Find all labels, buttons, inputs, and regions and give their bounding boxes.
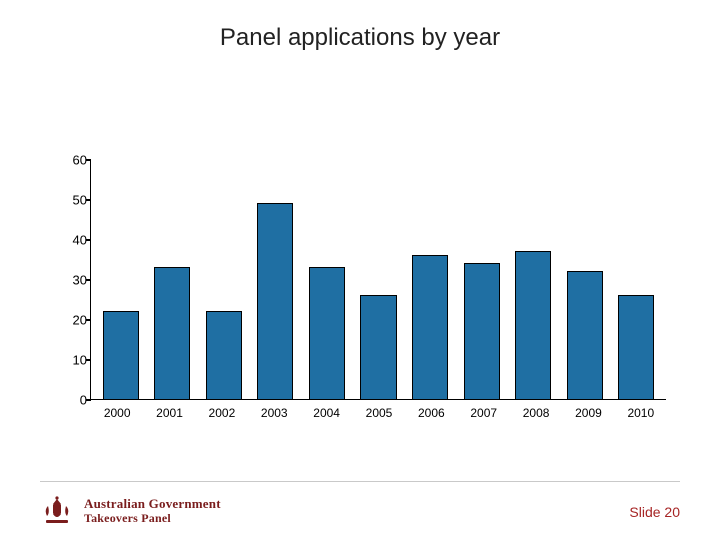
bar-slot [507, 160, 559, 399]
y-tick-label: 30 [63, 274, 87, 287]
bar [257, 203, 293, 399]
x-tick-label: 2008 [523, 406, 550, 420]
bar-slot [250, 160, 302, 399]
x-tick-label: 2005 [366, 406, 393, 420]
y-tick-label: 50 [63, 194, 87, 207]
bar [618, 295, 654, 399]
bar [309, 267, 345, 399]
bar-slot [198, 160, 250, 399]
y-tick-mark [86, 159, 91, 161]
bar-chart: 0102030405060200020012002200320042005200… [66, 160, 666, 420]
y-tick-label: 20 [63, 314, 87, 327]
bar-slot [95, 160, 147, 399]
chart-title: Panel applications by year [0, 24, 720, 52]
y-tick-label: 60 [63, 154, 87, 167]
bar [412, 255, 448, 399]
x-tick-label: 2002 [209, 406, 236, 420]
y-tick-label: 0 [63, 394, 87, 407]
y-tick-mark [86, 239, 91, 241]
x-tick-label: 2001 [156, 406, 183, 420]
footer-org-line1: Australian Government [84, 497, 221, 512]
slide: Panel applications by year 0102030405060… [0, 0, 720, 540]
x-tick-label: 2004 [313, 406, 340, 420]
bar [515, 251, 551, 399]
x-tick-label: 2009 [575, 406, 602, 420]
x-tick-label: 2006 [418, 406, 445, 420]
footer: Australian Government Takeovers Panel [40, 496, 221, 526]
y-tick-mark [86, 319, 91, 321]
y-tick-mark [86, 199, 91, 201]
bar [360, 295, 396, 399]
x-tick-label: 2003 [261, 406, 288, 420]
plot-area: 0102030405060200020012002200320042005200… [90, 160, 666, 400]
y-tick-label: 10 [63, 354, 87, 367]
bar-slot [559, 160, 611, 399]
y-tick-mark [86, 279, 91, 281]
footer-org: Australian Government Takeovers Panel [84, 497, 221, 526]
bar [567, 271, 603, 399]
bar [154, 267, 190, 399]
x-tick-label: 2010 [627, 406, 654, 420]
bar-slot [456, 160, 508, 399]
y-tick-mark [86, 399, 91, 401]
bar-slot [301, 160, 353, 399]
bar-slot [610, 160, 662, 399]
crest-icon [40, 496, 74, 526]
bar-slot [147, 160, 199, 399]
bar [206, 311, 242, 399]
slide-number: Slide 20 [629, 504, 680, 520]
y-tick-mark [86, 359, 91, 361]
bar [103, 311, 139, 399]
footer-divider [40, 481, 680, 482]
bar-slot [404, 160, 456, 399]
bars-container [91, 160, 666, 399]
bar [464, 263, 500, 399]
footer-org-line2: Takeovers Panel [84, 512, 221, 526]
x-tick-label: 2000 [104, 406, 131, 420]
bar-slot [353, 160, 405, 399]
x-tick-label: 2007 [470, 406, 497, 420]
y-tick-label: 40 [63, 234, 87, 247]
